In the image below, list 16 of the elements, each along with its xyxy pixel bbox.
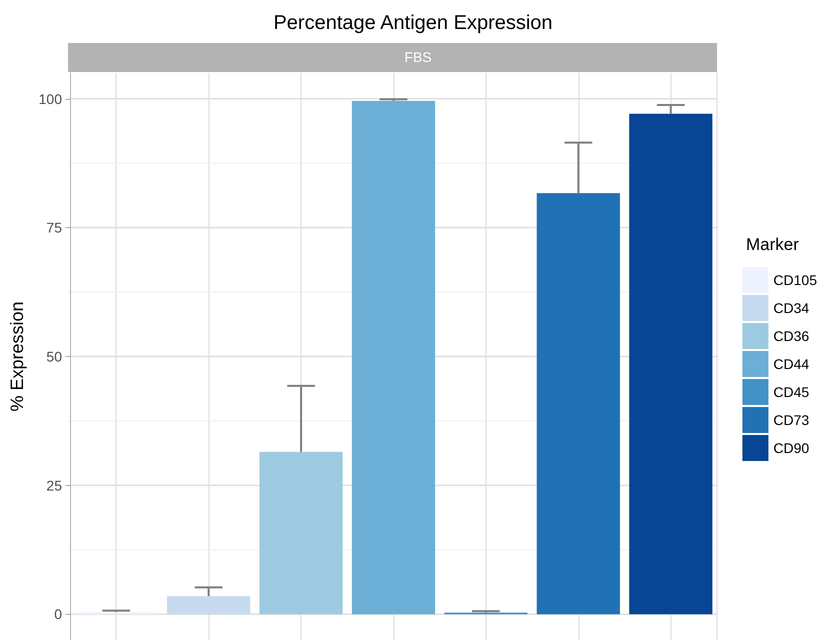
y-axis-title: % Expression (7, 301, 27, 412)
legend-title: Marker (746, 235, 800, 254)
legend-label: CD90 (773, 440, 810, 456)
y-tick-label: 75 (46, 220, 62, 236)
chart-subtitle: FBS (404, 49, 432, 65)
y-tick-label: 100 (38, 90, 62, 107)
y-tick-label: 25 (46, 477, 62, 494)
legend-label: CD44 (773, 356, 810, 372)
legend-label: CD34 (773, 300, 810, 316)
legend-label: CD73 (773, 412, 810, 428)
legend-label: CD36 (773, 328, 810, 344)
y-tick-label: 50 (46, 348, 62, 364)
chart-title: Percentage Antigen Expression (273, 12, 553, 34)
y-tick-label: 0 (54, 606, 62, 622)
legend-label: CD45 (773, 384, 810, 400)
legend-label: CD105 (773, 272, 818, 288)
